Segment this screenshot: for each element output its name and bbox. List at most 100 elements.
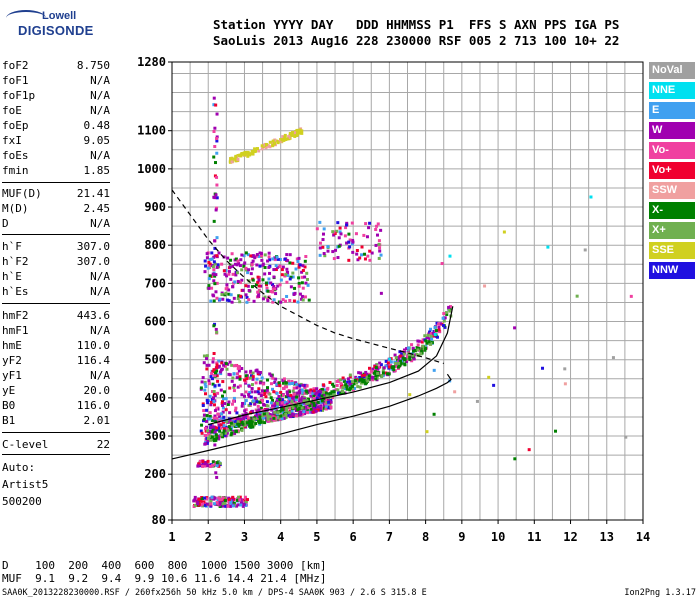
echo-point	[193, 495, 197, 499]
echo-point	[206, 464, 210, 468]
echo-point	[212, 103, 216, 107]
echo-point	[312, 403, 316, 407]
echo-point	[221, 435, 225, 439]
echo-point	[233, 262, 237, 266]
echo-point	[202, 500, 206, 504]
echo-point	[212, 299, 216, 303]
echo-point	[256, 280, 260, 284]
echo-point	[204, 385, 208, 389]
echo-point	[209, 403, 213, 407]
echo-point	[389, 363, 393, 367]
echo-point	[231, 497, 235, 501]
echo-point	[210, 464, 214, 468]
echo-point	[339, 382, 343, 386]
echo-point	[386, 361, 390, 365]
echo-point	[215, 461, 219, 465]
echo-point	[223, 364, 227, 368]
echo-point	[265, 286, 269, 290]
echo-point	[210, 257, 214, 261]
echo-point	[229, 277, 233, 281]
echo-point	[225, 283, 229, 287]
echo-point	[428, 337, 432, 341]
echo-point	[219, 433, 223, 437]
echo-point	[294, 381, 298, 385]
echo-point	[254, 283, 258, 287]
echo-point	[210, 400, 214, 404]
echo-point	[236, 297, 240, 301]
echo-point	[407, 353, 411, 357]
echo-point	[308, 404, 312, 408]
echo-point	[236, 366, 240, 370]
echo-point	[250, 419, 254, 423]
echo-point	[247, 298, 251, 302]
param-b0: B0 116.0	[2, 398, 110, 413]
echo-point	[398, 364, 402, 368]
echo-point	[259, 284, 263, 288]
echo-point	[218, 504, 222, 508]
echo-point	[380, 373, 384, 377]
echo-point	[350, 242, 354, 246]
echo-point	[261, 278, 265, 282]
echo-point	[475, 399, 479, 403]
echo-point	[402, 352, 406, 356]
echo-point	[273, 402, 277, 406]
echo-point	[541, 366, 545, 370]
echo-point	[208, 274, 212, 278]
echo-point	[410, 359, 414, 363]
echo-point	[202, 417, 206, 421]
echo-point	[323, 388, 327, 392]
echo-point	[215, 139, 219, 143]
echo-point	[213, 371, 217, 375]
echo-point	[246, 154, 250, 158]
y-tick-label: 200	[144, 467, 166, 481]
echo-point	[238, 384, 242, 388]
echo-point	[209, 502, 213, 506]
echo-point	[244, 390, 248, 394]
echo-point	[348, 245, 352, 249]
echo-point	[278, 409, 282, 413]
muf-table-distance-row: D 100 200 400 600 800 1000 1500 3000 [km…	[2, 559, 327, 572]
echo-point	[306, 409, 310, 413]
echo-point	[236, 259, 240, 263]
echo-point	[288, 277, 292, 281]
echo-point	[211, 265, 215, 269]
echo-point	[221, 397, 225, 401]
echo-point	[290, 409, 294, 413]
echo-point	[374, 377, 378, 381]
echo-point	[236, 498, 240, 502]
echo-point	[324, 404, 328, 408]
echo-point	[483, 284, 487, 288]
echo-point	[284, 272, 288, 276]
echo-point	[237, 424, 241, 428]
echo-point	[274, 377, 278, 381]
echo-point	[263, 389, 267, 393]
echo-point	[214, 438, 218, 442]
echo-point	[281, 298, 285, 302]
echo-point	[224, 287, 228, 291]
echo-point	[373, 370, 377, 374]
echo-point	[356, 258, 360, 262]
param-hme: hmE 110.0	[2, 338, 110, 353]
echo-point	[207, 363, 211, 367]
echo-point	[302, 384, 306, 388]
echo-point	[348, 386, 352, 390]
echo-point	[211, 382, 215, 386]
echo-point	[260, 392, 264, 396]
echo-point	[210, 286, 214, 290]
echo-point	[236, 372, 240, 376]
echo-point	[231, 504, 235, 508]
echo-point	[305, 406, 309, 410]
echo-point	[197, 462, 201, 466]
echo-point	[210, 418, 214, 422]
echo-point	[379, 291, 383, 295]
echo-point	[312, 394, 316, 398]
echo-point	[398, 350, 402, 354]
echo-point	[250, 387, 254, 391]
echo-point	[268, 140, 272, 144]
echo-point	[228, 386, 232, 390]
echo-point	[342, 391, 346, 395]
echo-point	[212, 368, 216, 372]
echo-point	[238, 420, 242, 424]
echo-point	[286, 270, 290, 274]
echo-point	[212, 324, 216, 328]
